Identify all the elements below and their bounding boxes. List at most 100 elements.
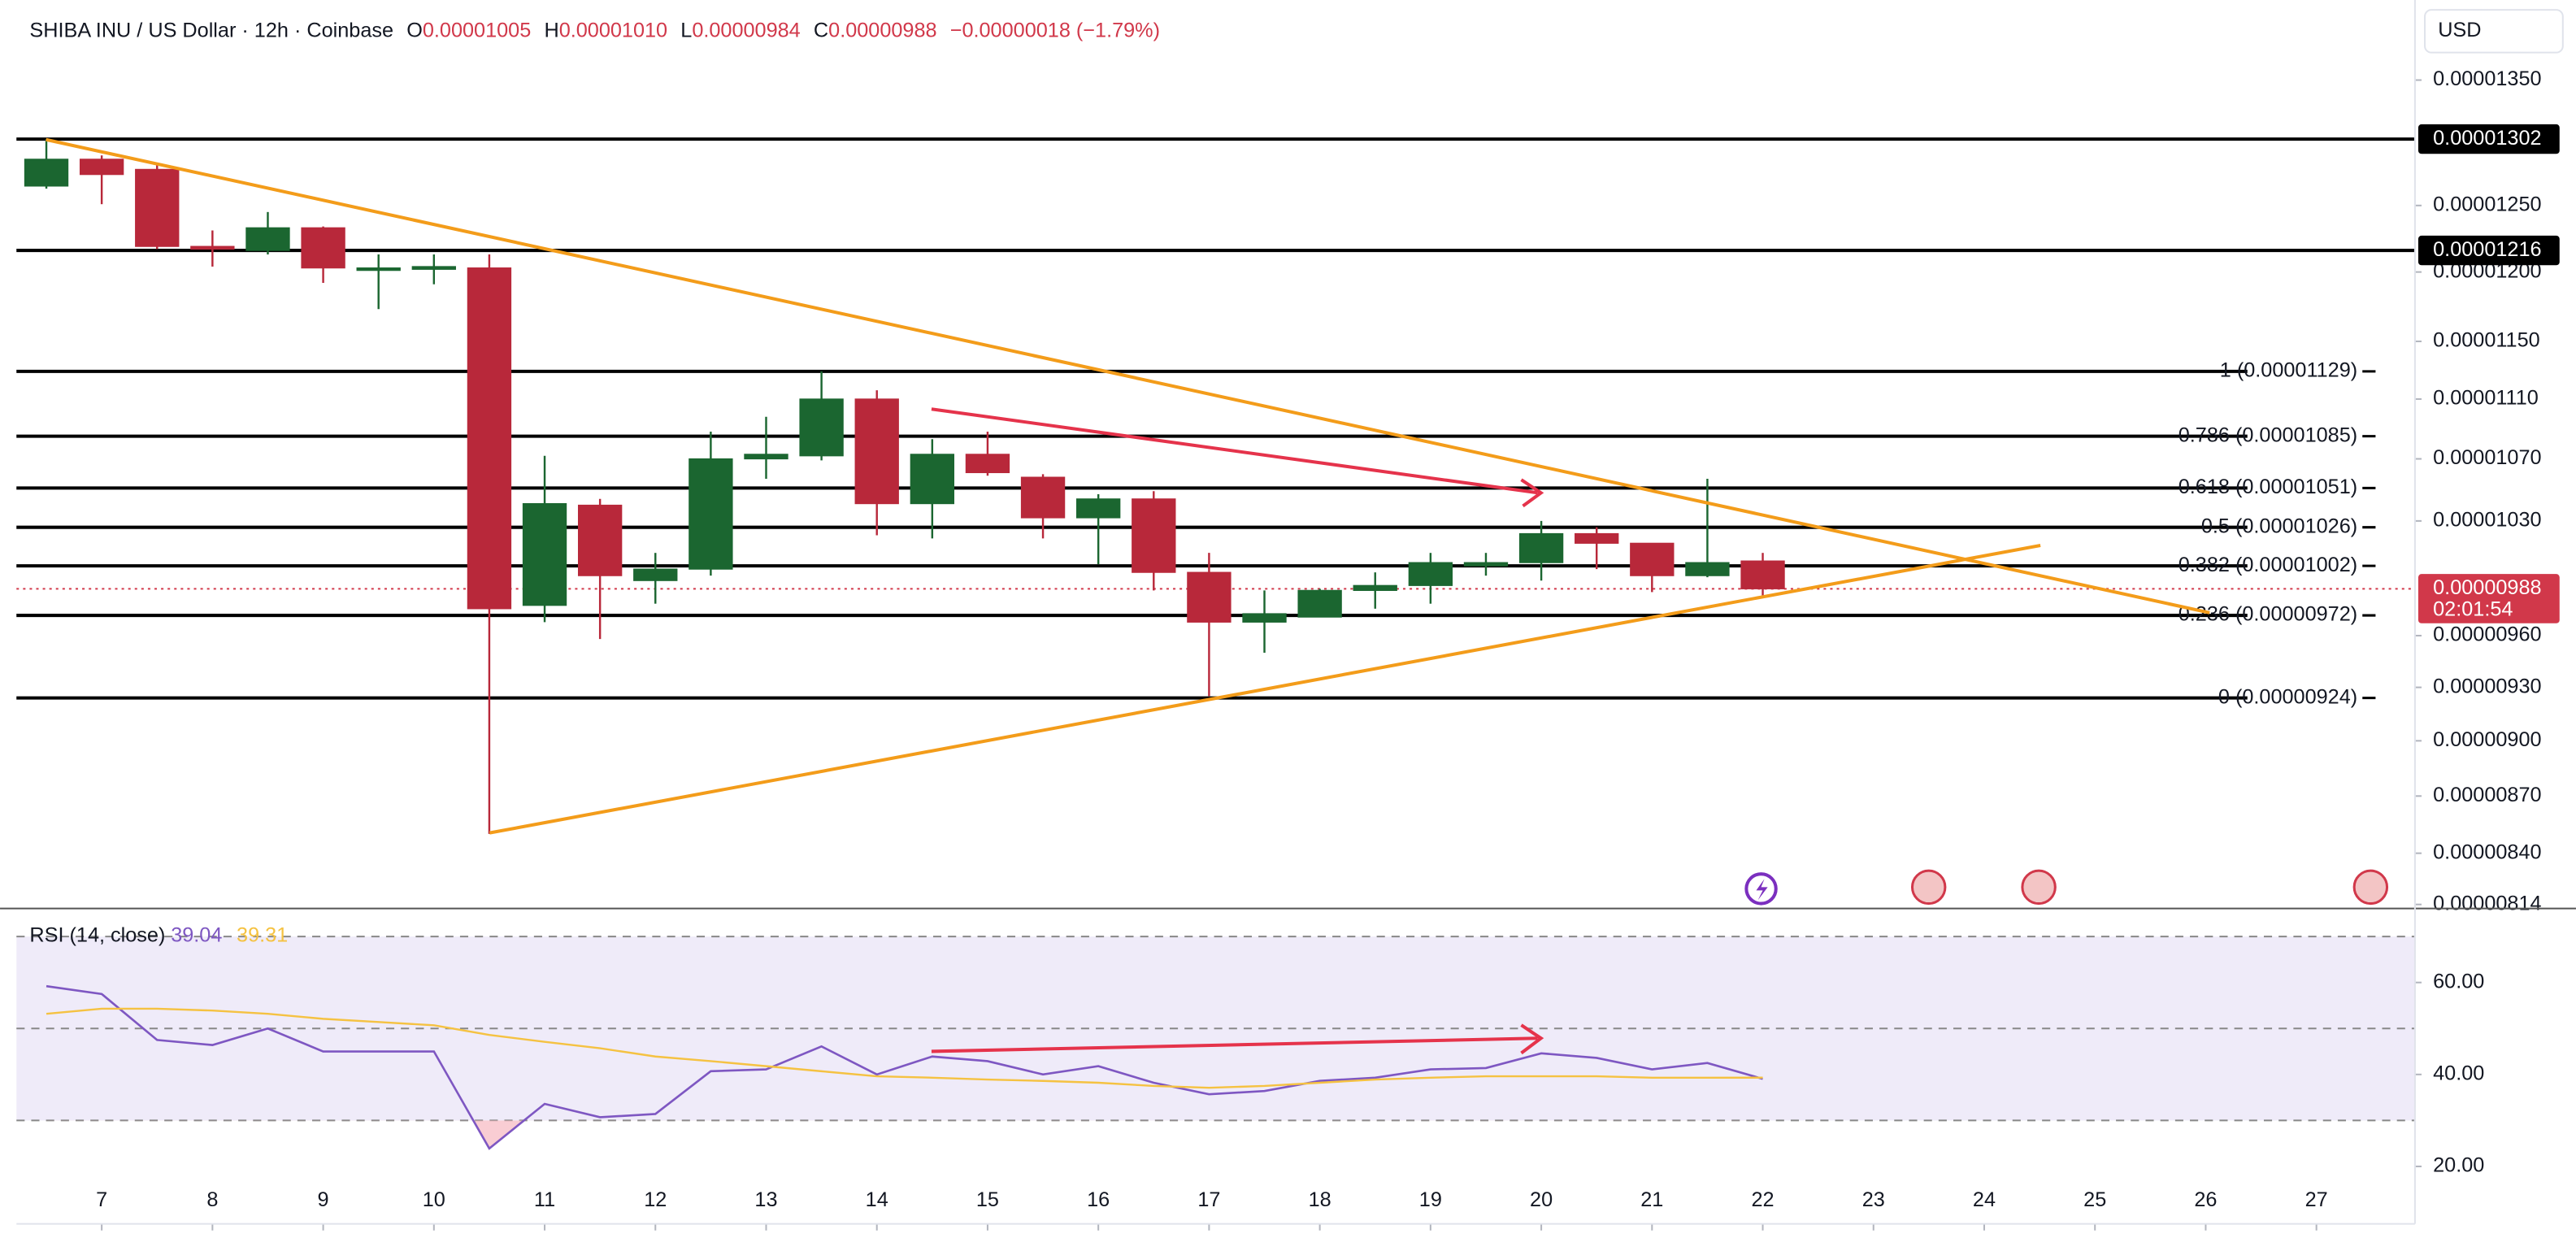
price-badge-label: 0.00001216 [2433,238,2541,261]
y-tick-label: 0.00000840 [2433,841,2541,863]
x-tick-label: 12 [644,1188,667,1211]
trend-line [46,137,2210,615]
plot-layer: 0.000013500.000012500.000012000.00001150… [16,67,2560,1231]
annotation-arrow [931,1036,1538,1053]
x-tick-label: 23 [1862,1188,1885,1211]
fib-level-label: 0 (0.00000924) [2218,685,2357,708]
rsi-title: RSI (14, close) [29,924,165,947]
price-badge-label: 0.00001302 [2433,127,2541,150]
x-tick-label: 24 [1973,1188,1996,1211]
ohlc-key: L [680,19,692,41]
candle-body [24,159,69,187]
candle-body [965,454,1010,474]
symbol-header: SHIBA INU / US Dollar · 12h · Coinbase O0… [29,19,1160,41]
x-tick-label: 14 [866,1188,888,1211]
candle-body [1076,498,1121,519]
annotation-arrowhead [1520,1023,1544,1055]
rsi-line [46,984,1763,1150]
candle-body [689,458,733,570]
candle-body [1408,562,1453,586]
x-tick-label: 16 [1087,1188,1110,1211]
candle-body [467,267,512,610]
candle-body [79,159,124,176]
x-tick-label: 25 [2083,1188,2106,1211]
annotation-arrow [931,407,1538,495]
candle-body [1518,532,1564,563]
economic-event-icon[interactable] [2021,869,2057,906]
candle-body [1685,562,1730,576]
price-change: −0.00000018 (−1.79%) [950,19,1160,41]
candle-body [522,502,567,606]
y-tick-label: 0.00000960 [2433,623,2541,646]
candle-body [356,267,401,271]
y-tick-label: 0.00000930 [2433,675,2541,697]
y-tick-label: 0.00001350 [2433,67,2541,90]
y-tick-label: 40.00 [2433,1062,2484,1084]
y-tick-label: 0.00001110 [2433,387,2539,410]
candle-body [1132,498,1176,573]
y-tick-label: 0.00000900 [2433,728,2541,751]
fib-level-label: 0.236 (0.00000972) [2179,603,2357,626]
last-price-label: 0.00000988 [2433,576,2541,599]
y-tick-label: 0.00000814 [2433,892,2541,914]
candle-body [1020,476,1066,519]
candle-body [1353,584,1397,591]
candle-body [799,398,844,457]
ohlc-value: 0.00001005 [423,19,531,41]
currency-button[interactable] [2424,9,2564,54]
rsi-line [46,1007,1763,1089]
fib-level-label: 0.5 (0.00001026) [2201,515,2357,537]
candle-body [854,398,899,505]
candle-body [1463,562,1509,567]
candle-body [1187,571,1232,623]
fib-level-label: 0.382 (0.00001002) [2179,554,2357,576]
ohlc-key: H [544,19,558,41]
candle-body [1242,613,1287,623]
candle-body [301,227,345,269]
ohlc-value: 0.00000988 [828,19,936,41]
y-tick-label: 0.00001070 [2433,446,2541,469]
x-tick-label: 13 [754,1188,777,1211]
y-tick-label: 0.00000870 [2433,784,2541,806]
y-tick-label: 0.00001250 [2433,193,2541,215]
price-badge [2417,235,2560,266]
ohlc-value: 0.00000984 [692,19,800,41]
economic-event-icon[interactable] [2352,869,2389,906]
candle-body [135,168,180,247]
x-tick-label: 11 [534,1188,555,1211]
countdown-label: 02:01:54 [2433,597,2513,620]
candle-body [245,227,290,251]
y-tick-label: 0.00001030 [2433,509,2541,532]
x-tick-label: 8 [206,1188,218,1211]
fib-level-label: 0.786 (0.00001085) [2179,424,2357,446]
y-tick-label: 20.00 [2433,1154,2484,1177]
candle-body [633,568,678,581]
x-tick-label: 18 [1309,1188,1331,1211]
fib-level-label: 1 (0.00001129) [2220,359,2357,382]
price-badge [2417,124,2560,154]
ohlc-key: O [406,19,423,41]
legend-value: 39.04 [171,924,222,947]
last-price-badge [2417,574,2560,623]
x-tick-label: 10 [423,1188,445,1211]
candle-body [744,454,788,460]
ohlc-value: 0.00001010 [559,19,667,41]
x-tick-label: 15 [976,1188,999,1211]
currency-label: USD [2438,19,2481,41]
x-tick-label: 27 [2305,1188,2328,1211]
event-icon-glyph [1756,879,1768,901]
x-tick-label: 26 [2194,1188,2217,1211]
fib-level-label: 0.618 (0.00001051) [2179,476,2357,498]
candle-body [910,454,955,505]
x-tick-label: 7 [96,1188,107,1211]
y-tick-label: 0.00001150 [2433,329,2540,352]
x-tick-label: 22 [1751,1188,1774,1211]
x-tick-label: 19 [1419,1188,1442,1211]
legend-value: 39.31 [237,924,288,947]
x-tick-label: 9 [318,1188,329,1211]
candle-body [1575,532,1619,544]
candle-body [411,266,456,270]
economic-event-icon[interactable] [1910,869,1947,906]
ohlc-key: C [814,19,828,41]
